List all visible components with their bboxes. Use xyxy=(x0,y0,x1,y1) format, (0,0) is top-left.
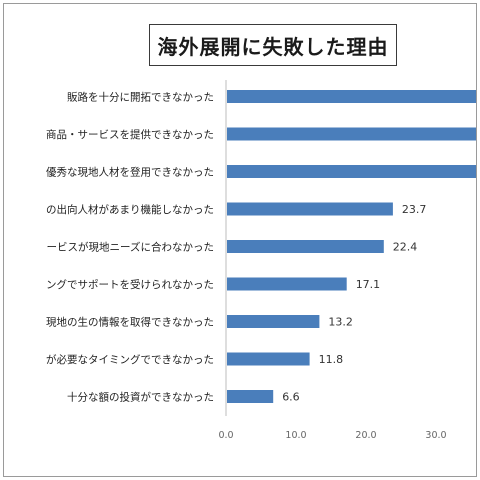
value-label: 22.4 xyxy=(393,241,418,254)
category-label: 優秀な現地人材を登用できなかった xyxy=(46,166,214,179)
chart-frame: 海外展開に失敗した理由 0.0 10.0 20.0 30.0 販路を十分に開拓できなか… xyxy=(3,3,477,477)
bar xyxy=(227,277,347,291)
axes-group: 0.0 10.0 20.0 30.0 xyxy=(218,80,447,441)
category-label: 十分な額の投資ができなかった xyxy=(67,391,214,404)
category-label: 現地の生の情報を取得できなかった xyxy=(46,316,214,329)
bar xyxy=(227,390,274,403)
x-tick-label: 10.0 xyxy=(285,430,306,441)
value-label: 23.7 xyxy=(402,203,427,216)
bar xyxy=(227,352,310,366)
category-label: ービスが現地ニーズに合わなかった xyxy=(47,241,214,254)
value-label: 6.6 xyxy=(282,391,300,404)
bar xyxy=(227,202,393,216)
bars-group xyxy=(227,90,476,403)
bar-chart: 0.0 10.0 20.0 30.0 販路を十分に開拓できなかった商品・サービスを提供… xyxy=(46,80,476,441)
category-label: ングでサポートを受けられなかった xyxy=(46,278,214,291)
category-label: の出向人材があまり機能しなかった xyxy=(46,203,214,216)
x-tick-label: 0.0 xyxy=(218,430,233,441)
bar xyxy=(227,315,320,328)
chart-title-box: 海外展開に失敗した理由 xyxy=(149,24,397,66)
category-label: 商品・サービスを提供できなかった xyxy=(46,128,214,141)
bar xyxy=(227,90,476,103)
value-label: 17.1 xyxy=(356,278,381,291)
value-label: 13.2 xyxy=(328,316,353,329)
x-tick-label: 20.0 xyxy=(355,430,376,441)
category-label: 販路を十分に開拓できなかった xyxy=(67,91,214,104)
category-label: が必要なタイミングでできなかった xyxy=(46,353,214,366)
x-tick-label: 30.0 xyxy=(425,430,446,441)
bar xyxy=(227,165,476,178)
bar xyxy=(227,240,384,253)
chart-title: 海外展開に失敗した理由 xyxy=(157,34,389,59)
bar xyxy=(227,127,476,141)
value-label: 11.8 xyxy=(319,353,344,366)
labels-group: 販路を十分に開拓できなかった商品・サービスを提供できなかった優秀な現地人材を登用… xyxy=(46,91,426,404)
